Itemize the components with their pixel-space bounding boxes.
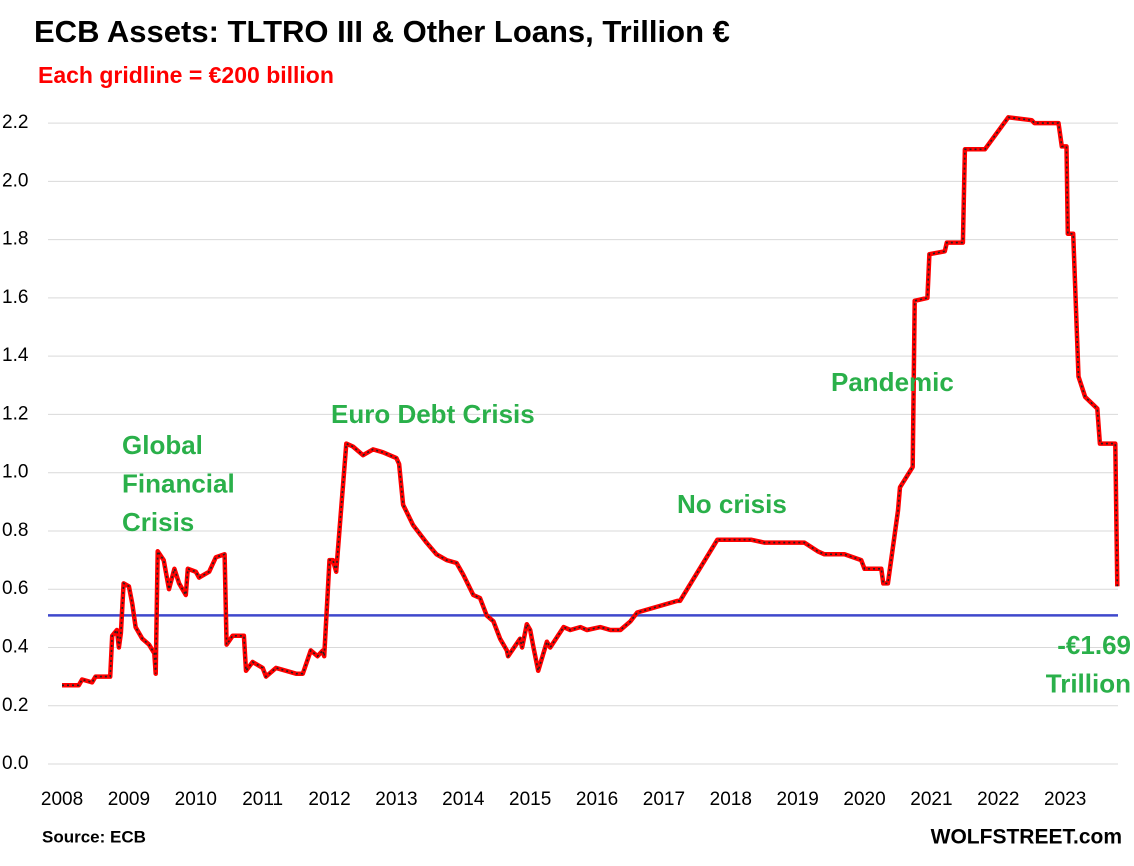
annotation: No crisis [677, 489, 787, 519]
chart-subtitle: Each gridline = €200 billion [38, 62, 334, 88]
x-tick-label: 2010 [175, 789, 217, 810]
chart-title: ECB Assets: TLTRO III & Other Loans, Tri… [34, 14, 730, 49]
x-tick-label: 2009 [108, 789, 150, 810]
x-tick-label: 2017 [643, 789, 685, 810]
y-tick-label: 0.2 [2, 695, 28, 716]
y-tick-label: 1.8 [2, 229, 28, 250]
y-tick-label: 0.8 [2, 520, 28, 541]
data-line [62, 115, 1120, 688]
y-tick-label: 1.6 [2, 287, 28, 308]
x-tick-label: 2015 [509, 789, 551, 810]
source: Source: ECB [42, 827, 146, 846]
x-tick-label: 2022 [977, 789, 1019, 810]
x-tick-label: 2021 [910, 789, 952, 810]
x-tick-label: 2013 [375, 789, 417, 810]
x-tick-label: 2023 [1044, 789, 1086, 810]
annotation: -€1.69 [1057, 630, 1131, 660]
y-tick-label: 2.0 [2, 170, 28, 191]
x-tick-label: 2012 [308, 789, 350, 810]
y-tick-label: 1.2 [2, 403, 28, 424]
credit: WOLFSTREET.com [931, 826, 1122, 849]
x-tick-label: 2014 [442, 789, 485, 810]
x-tick-label: 2018 [710, 789, 752, 810]
y-tick-label: 0.6 [2, 578, 28, 599]
x-tick-label: 2016 [576, 789, 618, 810]
y-tick-label: 0.4 [2, 636, 29, 657]
annotation: Pandemic [831, 367, 954, 397]
y-tick-label: 0.0 [2, 753, 28, 774]
annotation: Trillion [1046, 668, 1131, 698]
y-tick-label: 1.4 [2, 345, 29, 366]
data-line-overlay [62, 116, 1119, 687]
x-tick-label: 2020 [843, 789, 885, 810]
y-tick-label: 2.2 [2, 112, 28, 133]
y-tick-label: 1.0 [2, 462, 28, 483]
x-tick-label: 2019 [777, 789, 819, 810]
annotation: Crisis [122, 507, 194, 537]
x-tick-label: 2011 [242, 789, 283, 810]
annotation: Euro Debt Crisis [331, 399, 535, 429]
annotation: Financial [122, 468, 235, 498]
annotation: Global [122, 430, 203, 460]
x-tick-label: 2008 [41, 789, 83, 810]
